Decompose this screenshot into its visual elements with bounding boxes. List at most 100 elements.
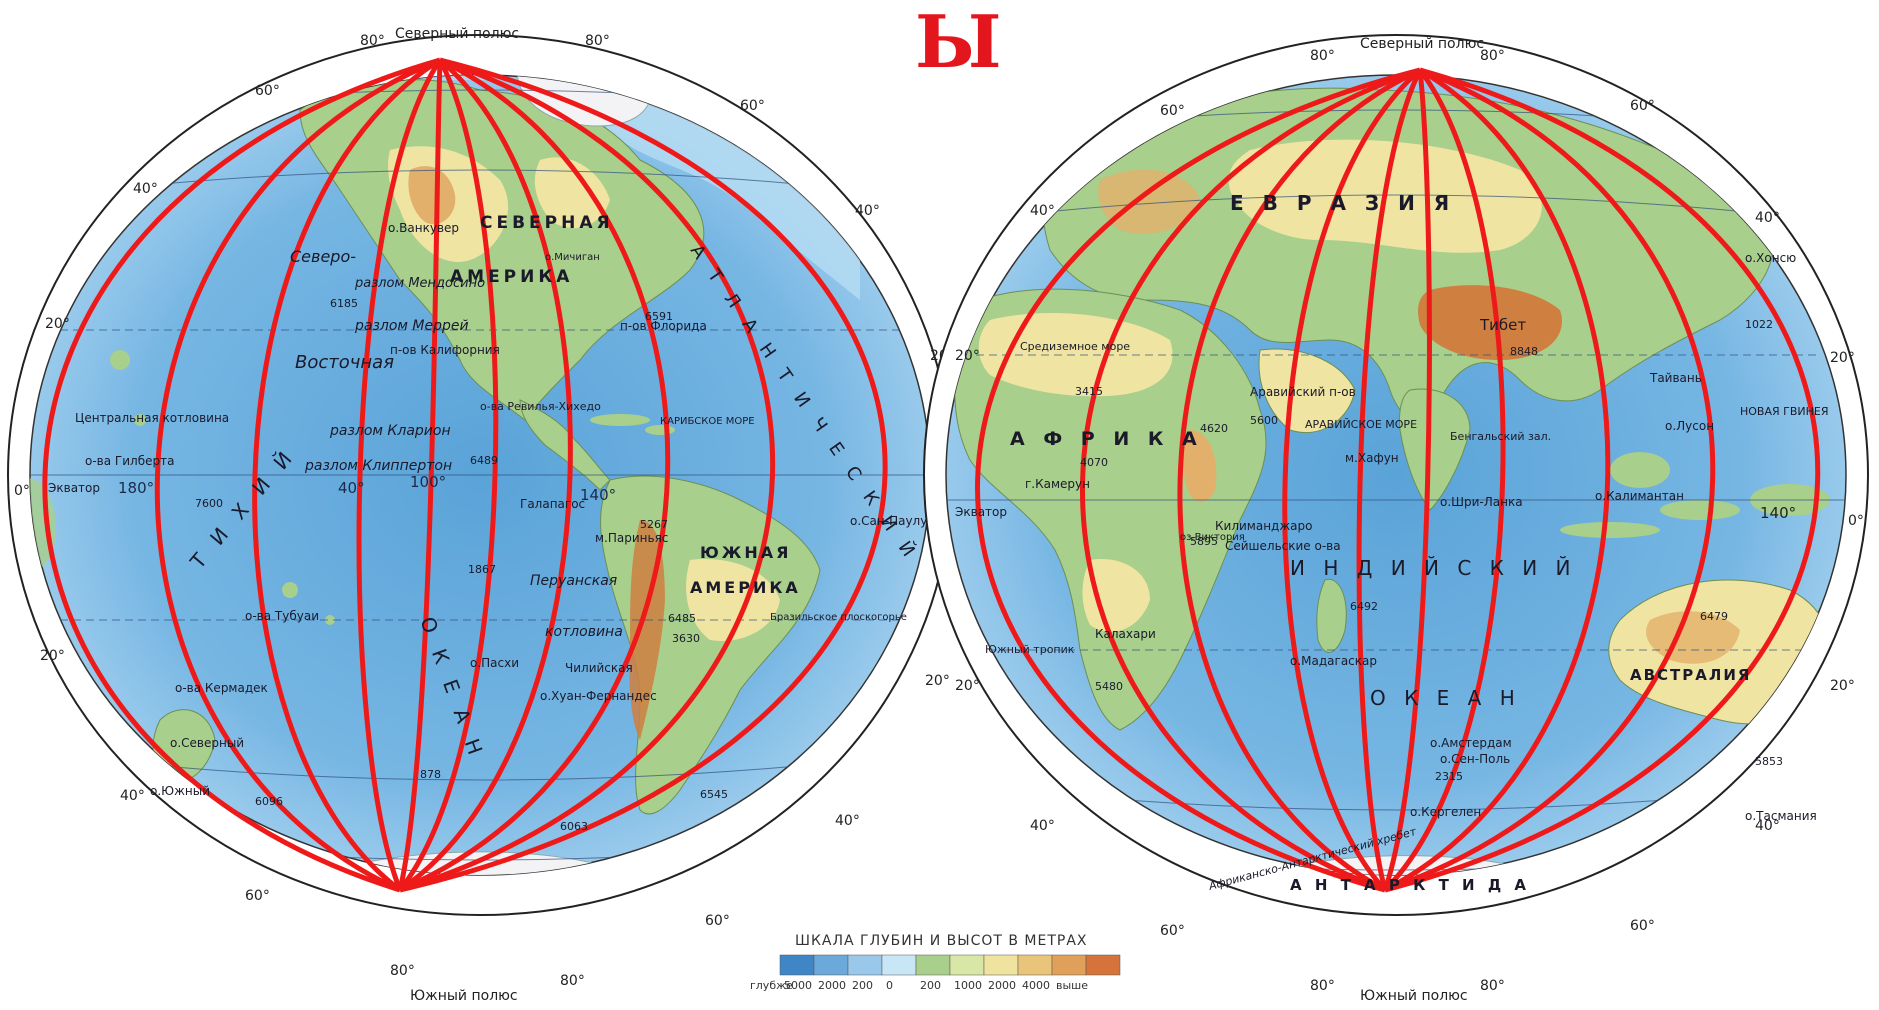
west-label-klipperton: разлом Клиппертон [304,458,452,474]
west-lat-left-1: 60° [255,83,280,99]
west-lat-left-5: 20° [40,648,65,664]
west-label-chiliyskaya: Чилийская [565,661,633,675]
legend-swatch [847,954,883,976]
west-lat-right-5: 40° [835,813,860,829]
east-lat-right-8: 80° [1480,978,1505,994]
depth-mark: 1022 [1745,318,1773,331]
west-label-amerika2: АМЕРИКА [690,578,801,597]
east-lat-left-2: 40° [1030,203,1055,219]
east-label-amsterdam: о.Амстердам [1430,736,1512,750]
west-label-braz: Бразильское плоскогорье [770,612,907,623]
west-label-tubuai: о-ва Тубуаи [245,609,319,623]
legend-tick: 200 [852,979,873,992]
depth-mark: 6591 [645,310,673,323]
east-lat-left-0: 80° [1310,48,1335,64]
west-long-2: 100° [410,473,446,491]
east-label-tasmaniya: о.Тасмания [1745,809,1817,823]
east-label-avstraliya: АВСТРАЛИЯ [1630,666,1751,684]
west-south-pole: Южный полюс [410,988,518,1004]
depth-mark: 5853 [1755,755,1783,768]
west-label-huan: о.Хуан-Фернандес [540,689,657,703]
east-label-indiyskiy: И Н Д И Й С К И Й [1290,556,1577,580]
west-lat-left-7: 60° [245,888,270,904]
legend-swatch [813,954,849,976]
legend-swatch [915,954,951,976]
meridian-line [399,57,776,893]
east-label-antarktida: А Н Т А Р К Т И Д А [1290,876,1530,894]
east-long-0: 140° [1760,504,1796,522]
east-label-arab: АРАВИЙСКОЕ МОРЕ [1305,418,1417,431]
west-long-3: 40° [338,479,365,497]
west-label-ozero: о.Мичиган [545,252,600,263]
meridian-line [1282,68,1422,892]
depth-height-scale: ШКАЛА ГЛУБИН И ВЫСОТ В МЕТРАХ глубже5000… [750,933,1121,992]
west-label-clarion: разлом Кларион [329,423,451,439]
west-label-gilberta: о-ва Гилберта [85,454,174,468]
meridian-line [1383,67,1611,893]
west-long-1: 140° [580,486,616,504]
east-label-bengal: Бенгальский зал. [1450,430,1551,443]
eastern-hemisphere: Северный полюс Южный полюс 80° 60° 40° 2… [923,34,1869,1004]
legend-tick: 0 [886,979,893,992]
west-label-mendosino: разлом Мендосино [354,276,485,291]
meridian-line [397,59,443,891]
depth-mark: 3630 [672,632,700,645]
depth-mark: 6489 [470,454,498,467]
east-label-madagaskar: о.Мадагаскар [1290,654,1377,668]
east-label-seyshel: Сейшельские о-ва [1225,539,1341,553]
depth-mark: 6485 [668,612,696,625]
meridian-line [1177,67,1422,893]
depth-mark: 5267 [640,518,668,531]
legend-tick: глубже [750,979,793,992]
west-label-kalif: п-ов Калифорния [390,343,500,357]
east-lat-left-6: 60° [1160,923,1185,939]
meridian-line [1384,67,1716,893]
east-label-kaf: Калахари [1095,627,1156,641]
west-label-vankuver: о.Ванкувер [388,221,459,235]
east-label-taivan: Тайвань [1649,371,1702,385]
legend-tick: 2000 [818,979,846,992]
east-lat-right-6: 40° [1755,818,1780,834]
west-label-vost: Восточная [295,352,394,373]
east-label-arabskiy: Аравийский п-ов [1250,385,1356,399]
legend-tick: выше [1056,979,1088,992]
west-lat-left-4: 0° [14,483,30,499]
west-lat-right-2: 40° [855,203,880,219]
east-north-pole: Северный полюс [1360,36,1484,52]
east-label-afrika: А Ф Р И К А [1010,428,1203,450]
meridian-line [399,57,888,893]
meridian-line [398,58,573,893]
east-label-yuzh-tropik: Южный тропик [985,643,1075,656]
east-lat-left-5: 40° [1030,818,1055,834]
east-label-evraziya: Е В Р А З И Я [1230,191,1455,215]
depth-mark: 6185 [330,297,358,310]
west-label-florida: п-ов Флорида [620,319,707,333]
depth-mark: 5480 [1095,680,1123,693]
east-lat-left-4: 20° [955,678,980,694]
east-label-kilimandzharo: Килиманджаро [1215,519,1312,533]
meridian-line [356,58,443,891]
west-label-yuzh: ЮЖНАЯ [700,543,791,562]
east-label-okean: О К Е А Н [1370,686,1521,710]
legend-swatch [1017,954,1053,976]
depth-mark: 6063 [560,820,588,833]
meridian-line [1382,69,1432,891]
legend-tick: 4000 [1022,979,1050,992]
legend-tick: 1000 [954,979,982,992]
depth-mark: 4620 [1200,422,1228,435]
west-label-san-paulu: о.Сан-Паулу [850,514,927,528]
east-lat-right-5: 20° [1830,678,1855,694]
depth-mark: 2315 [1435,770,1463,783]
west-label-kermadek: о-ва Кермадек [175,681,268,695]
west-label-revilya: о-ва Ревилья-Хихедо [480,400,601,413]
west-label-paryna: м.Париньяс [595,531,668,545]
east-lat-right-4: 0° [1848,513,1864,529]
east-lat-left-3: 20° [955,348,980,364]
meridian-line [252,57,442,892]
meridian-line [1080,67,1421,893]
depth-mark: 1867 [468,563,496,576]
eurasia-land [1042,87,1775,419]
east-label-sen-pol: о.Сен-Поль [1440,752,1510,766]
legend-tick: 2000 [988,979,1016,992]
meridian-line [1383,68,1506,892]
